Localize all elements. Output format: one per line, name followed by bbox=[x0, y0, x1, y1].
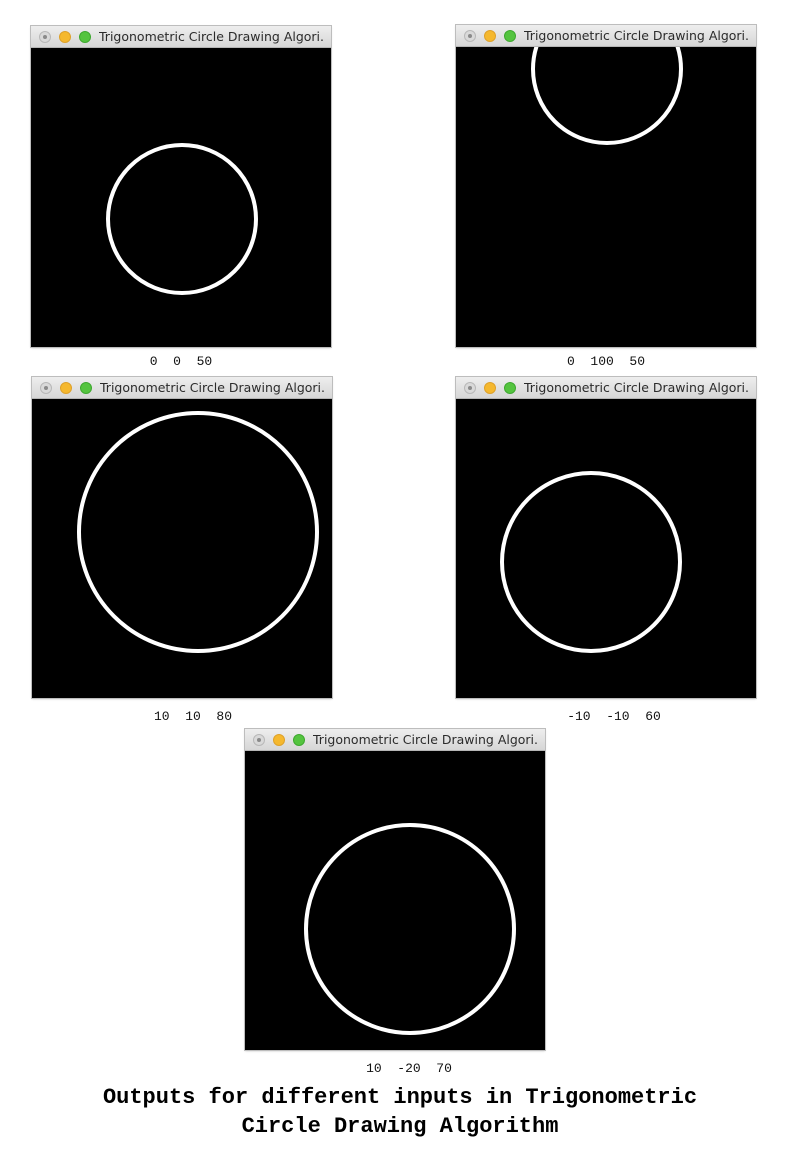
drawn-circle bbox=[304, 823, 516, 1035]
close-icon[interactable] bbox=[464, 382, 476, 394]
maximize-icon[interactable] bbox=[79, 31, 91, 43]
canvas-svg bbox=[77, 411, 319, 653]
maximize-icon[interactable] bbox=[504, 30, 516, 42]
window-titlebar[interactable]: Trigonometric Circle Drawing Algori... bbox=[245, 729, 545, 751]
window-title: Trigonometric Circle Drawing Algori... bbox=[99, 29, 325, 44]
drawn-circle bbox=[500, 471, 682, 653]
drawing-canvas bbox=[245, 751, 545, 1050]
figure-caption-line-2: Circle Drawing Algorithm bbox=[241, 1114, 559, 1139]
drawn-circle bbox=[106, 143, 258, 295]
window-title: Trigonometric Circle Drawing Algori... bbox=[313, 732, 539, 747]
minimize-icon[interactable] bbox=[484, 30, 496, 42]
input-caption: 0 0 50 bbox=[149, 354, 213, 369]
drawing-canvas bbox=[32, 399, 332, 698]
close-icon[interactable] bbox=[253, 734, 265, 746]
drawn-circle bbox=[77, 411, 319, 653]
drawn-circle bbox=[531, 47, 683, 145]
maximize-icon[interactable] bbox=[80, 382, 92, 394]
close-icon[interactable] bbox=[39, 31, 51, 43]
minimize-icon[interactable] bbox=[484, 382, 496, 394]
window-3: Trigonometric Circle Drawing Algori... bbox=[32, 377, 332, 698]
window-1: Trigonometric Circle Drawing Algori... bbox=[31, 26, 331, 347]
input-caption: 0 100 50 bbox=[566, 354, 645, 369]
figure-caption: Outputs for different inputs in Trigonom… bbox=[0, 1083, 800, 1141]
window-title: Trigonometric Circle Drawing Algori... bbox=[524, 28, 750, 43]
window-title: Trigonometric Circle Drawing Algori... bbox=[100, 380, 326, 395]
canvas-svg bbox=[106, 143, 258, 295]
drawing-canvas bbox=[31, 48, 331, 347]
maximize-icon[interactable] bbox=[293, 734, 305, 746]
window-title: Trigonometric Circle Drawing Algori... bbox=[524, 380, 750, 395]
input-caption: -10 -10 60 bbox=[567, 709, 661, 724]
window-4: Trigonometric Circle Drawing Algori... bbox=[456, 377, 756, 698]
minimize-icon[interactable] bbox=[60, 382, 72, 394]
input-caption: 10 10 80 bbox=[153, 709, 232, 724]
canvas-svg bbox=[531, 47, 683, 145]
window-titlebar[interactable]: Trigonometric Circle Drawing Algori... bbox=[31, 26, 331, 48]
canvas-svg bbox=[500, 471, 682, 653]
drawing-canvas bbox=[456, 47, 756, 347]
canvas-svg bbox=[304, 823, 516, 1035]
minimize-icon[interactable] bbox=[273, 734, 285, 746]
drawing-canvas bbox=[456, 399, 756, 698]
window-titlebar[interactable]: Trigonometric Circle Drawing Algori... bbox=[32, 377, 332, 399]
window-5: Trigonometric Circle Drawing Algori... bbox=[245, 729, 545, 1050]
close-icon[interactable] bbox=[464, 30, 476, 42]
maximize-icon[interactable] bbox=[504, 382, 516, 394]
window-titlebar[interactable]: Trigonometric Circle Drawing Algori... bbox=[456, 377, 756, 399]
figure-caption-line-1: Outputs for different inputs in Trigonom… bbox=[102, 1085, 698, 1110]
input-caption: 10 -20 70 bbox=[366, 1061, 452, 1076]
window-titlebar[interactable]: Trigonometric Circle Drawing Algori... bbox=[456, 25, 756, 47]
close-icon[interactable] bbox=[40, 382, 52, 394]
minimize-icon[interactable] bbox=[59, 31, 71, 43]
window-2: Trigonometric Circle Drawing Algori... bbox=[456, 25, 756, 347]
